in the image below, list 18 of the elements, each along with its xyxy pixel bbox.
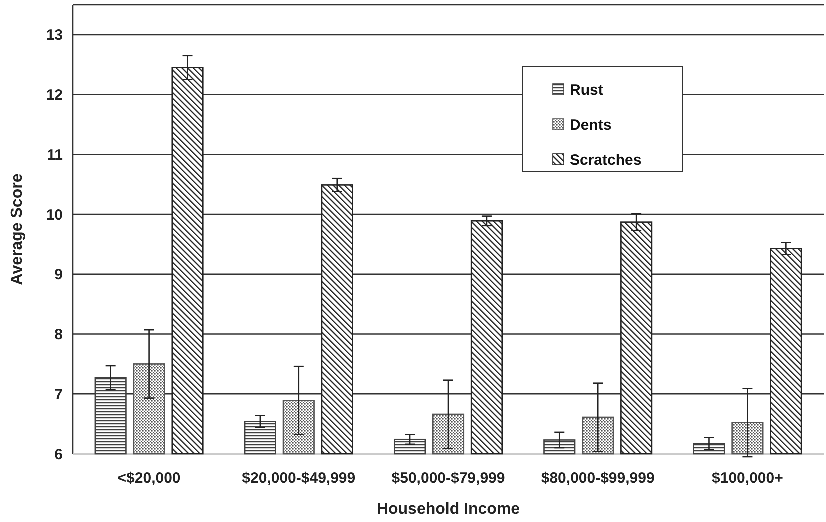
x-tick-label: $20,000-$49,999	[242, 470, 356, 487]
x-tick-label: <$20,000	[118, 470, 181, 487]
legend-label: Dents	[570, 117, 612, 134]
x-tick-label: $100,000+	[712, 470, 784, 487]
y-tick-label: 12	[46, 87, 63, 104]
y-tick-label: 8	[54, 326, 63, 344]
x-tick-label: $80,000-$99,999	[541, 470, 655, 487]
legend-label: Scratches	[570, 152, 642, 169]
y-tick-label: 7	[54, 386, 63, 404]
y-tick-label: 11	[47, 146, 63, 164]
y-axis-title: Average Score	[9, 174, 26, 286]
y-tick-label: 9	[54, 266, 63, 284]
y-tick-label: 13	[46, 27, 63, 44]
x-tick-label: $50,000-$79,999	[392, 470, 506, 487]
legend-label: Rust	[570, 82, 604, 99]
x-axis-title: Household Income	[376, 501, 520, 518]
y-tick-label: 6	[54, 446, 63, 464]
y-tick-label: 10	[46, 206, 63, 224]
